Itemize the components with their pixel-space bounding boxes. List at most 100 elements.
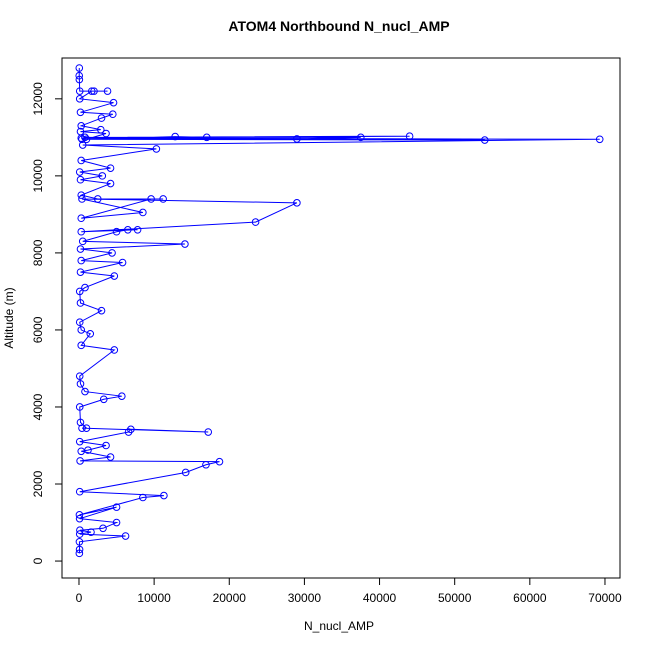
data-point (75, 437, 84, 446)
data-point (81, 387, 89, 396)
data-point (75, 71, 84, 80)
data-point (480, 136, 489, 144)
data-point (160, 491, 168, 500)
x-tick-label: 60000 (513, 591, 547, 605)
data-point (118, 392, 126, 400)
data-point (76, 175, 85, 184)
y-tick-label: 6000 (31, 316, 45, 343)
data-point (77, 191, 86, 199)
data-point (159, 195, 167, 203)
data-point (75, 75, 84, 84)
data-point (124, 225, 132, 234)
data-point (96, 125, 105, 134)
data-point (75, 403, 84, 411)
data-point (75, 168, 84, 176)
data-point (139, 208, 147, 217)
data-point (99, 524, 107, 533)
data-point (76, 380, 85, 388)
x-tick-label: 70000 (588, 591, 622, 605)
data-point (76, 418, 85, 427)
x-axis-label: N_nucl_AMP (304, 619, 374, 633)
data-point (81, 283, 89, 292)
data-point (118, 258, 127, 267)
data-point (84, 446, 92, 454)
x-tick-label: 20000 (213, 591, 247, 605)
data-point (293, 199, 301, 207)
data-point (82, 424, 91, 432)
plot-frame (61, 57, 621, 579)
data-point (75, 537, 84, 546)
data-point (112, 503, 121, 511)
data-point (76, 457, 84, 465)
data-point (97, 114, 106, 122)
data-point (93, 195, 102, 203)
data-point (75, 87, 84, 95)
data-point (78, 141, 87, 149)
data-point (102, 129, 110, 138)
data-point (98, 172, 107, 180)
data-point (86, 329, 95, 338)
y-tick-label: 0 (31, 557, 45, 564)
data-point (77, 341, 86, 350)
data-point (202, 133, 211, 142)
data-point (75, 372, 84, 380)
y-tick-label: 10000 (31, 159, 45, 193)
data-point (75, 95, 84, 103)
data-point (82, 135, 91, 144)
data-point (77, 156, 86, 165)
data-point (127, 425, 135, 434)
data-point (110, 346, 119, 354)
data-point (90, 87, 98, 95)
y-tick-label: 4000 (31, 393, 45, 420)
data-point (77, 326, 86, 334)
data-point (181, 240, 189, 248)
data-point (75, 530, 84, 538)
x-tick-label: 50000 (438, 591, 472, 605)
data-point (139, 493, 147, 502)
x-tick-label: 10000 (137, 591, 171, 605)
data-point (78, 195, 86, 203)
data-point (356, 133, 365, 142)
data-point (106, 179, 115, 188)
data-point (251, 218, 260, 226)
data-point (106, 453, 115, 461)
data-point (87, 87, 96, 95)
data-point (76, 526, 84, 535)
data-point (121, 532, 130, 540)
data-point (77, 214, 86, 223)
data-point (152, 145, 161, 153)
data-point (108, 110, 117, 119)
data-point (75, 287, 84, 296)
data-point (102, 441, 110, 450)
data-point (109, 98, 118, 107)
data-point (76, 127, 85, 136)
data-point (112, 518, 121, 527)
y-axis-label: Altitude (m) (2, 287, 16, 348)
data-point (75, 318, 84, 327)
data-point (112, 227, 121, 236)
data-point (202, 460, 210, 469)
data-point (110, 272, 119, 280)
x-tick-label: 0 (76, 591, 83, 605)
data-point (293, 135, 301, 143)
y-tick-label: 8000 (31, 239, 45, 266)
data-point (97, 306, 106, 315)
data-point (75, 511, 84, 519)
x-tick-label: 30000 (288, 591, 322, 605)
data-point (595, 135, 604, 144)
data-point (171, 132, 179, 141)
data-point (204, 428, 213, 436)
y-tick-label: 12000 (31, 82, 45, 116)
data-point (75, 514, 84, 523)
data-point (405, 132, 414, 140)
x-tick-label: 40000 (363, 591, 397, 605)
data-point (76, 108, 85, 117)
data-point (75, 64, 84, 72)
data-point (181, 468, 190, 477)
data-point (75, 549, 84, 558)
data-point (99, 395, 108, 404)
data-point (76, 268, 85, 276)
data-point (108, 249, 116, 257)
data-point (77, 121, 86, 130)
